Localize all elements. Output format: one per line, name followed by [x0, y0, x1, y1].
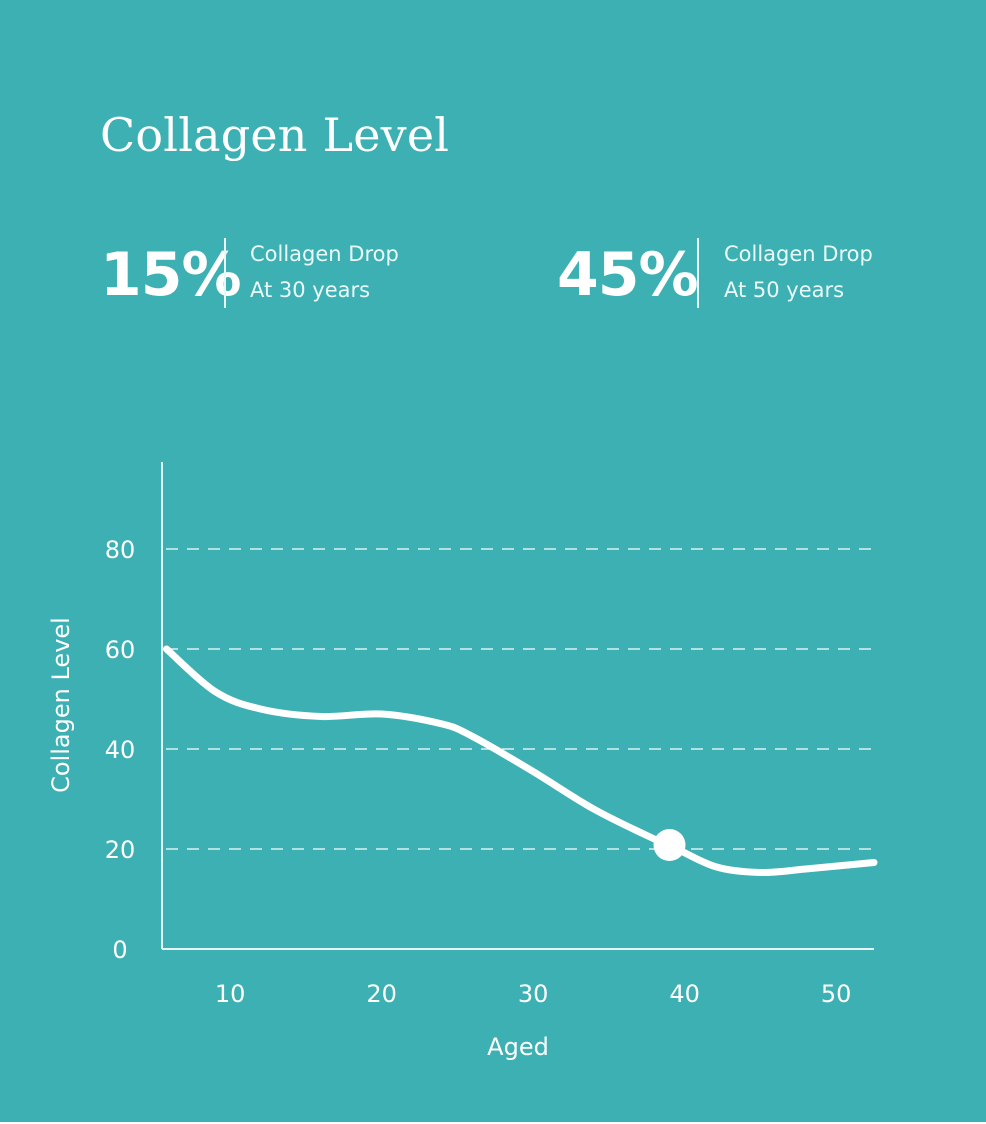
- stat-value: 15%: [100, 240, 242, 310]
- y-axis-label: Collagen Level: [47, 617, 75, 793]
- x-axis-label: Aged: [487, 1033, 549, 1061]
- series-line: [163, 645, 878, 877]
- stat-divider: [224, 238, 226, 308]
- y-tick-label: 60: [105, 636, 136, 664]
- stat-value: 45%: [557, 240, 699, 310]
- y-tick-label: 40: [105, 736, 136, 764]
- stat-label-line1: Collagen Drop: [250, 242, 399, 266]
- y-tick-label: 80: [105, 536, 136, 564]
- page-title: Collagen Level: [100, 108, 450, 162]
- x-tick-label: 30: [518, 980, 549, 1008]
- y-tick-labels: 0 20 40 60 80: [105, 536, 136, 964]
- x-tick-label: 50: [821, 980, 852, 1008]
- x-tick-label: 10: [215, 980, 246, 1008]
- grid: [166, 548, 874, 850]
- stat-label-line2: At 30 years: [250, 278, 371, 302]
- highlight-point: [653, 829, 686, 861]
- y-tick-label: 0: [112, 936, 127, 964]
- x-tick-label: 40: [669, 980, 700, 1008]
- stat-divider: [697, 238, 699, 308]
- y-tick-label: 20: [105, 836, 136, 864]
- x-tick-label: 20: [366, 980, 397, 1008]
- stat-label-line1: Collagen Drop: [724, 242, 873, 266]
- x-tick-labels: 10 20 30 40 50: [215, 980, 852, 1008]
- stat-label-line2: At 50 years: [724, 278, 845, 302]
